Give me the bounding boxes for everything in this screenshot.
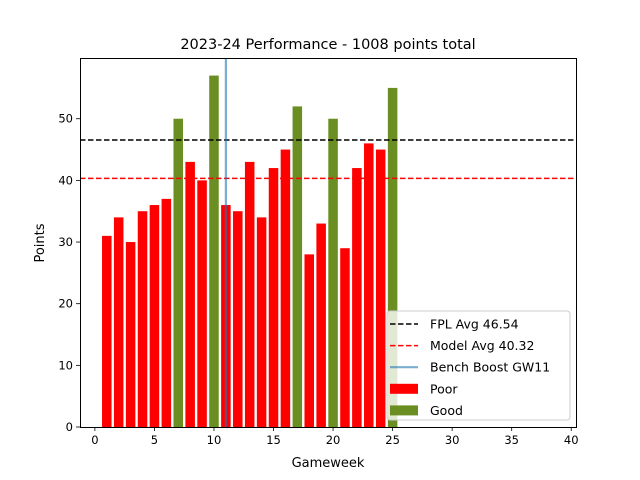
bar-poor-gw3 <box>125 242 136 427</box>
bar-poor-gw22 <box>352 168 362 428</box>
x-tick-label: 35 <box>504 433 519 447</box>
bar-poor-gw12 <box>233 211 243 427</box>
x-tick-label: 5 <box>151 433 158 447</box>
y-tick-label: 20 <box>58 297 73 311</box>
bar-poor-gw8 <box>185 161 195 428</box>
x-tick-label: 25 <box>385 433 400 447</box>
bar-good-gw7 <box>173 118 184 428</box>
legend: FPL Avg 46.54 Model Avg 40.32 Bench Boost … <box>386 310 571 421</box>
bar-poor-gw2 <box>113 217 124 427</box>
bar-poor-gw14 <box>256 217 267 427</box>
bar-good-gw25 <box>387 87 398 427</box>
chart-title: 2023-24 Performance - 1008 points total <box>180 37 475 53</box>
y-axis-ticks: 0 10 20 30 40 50 <box>58 112 80 434</box>
bar-poor-gw6 <box>161 198 172 427</box>
bar-poor-gw13 <box>244 161 255 428</box>
bar-poor-gw21 <box>340 248 350 427</box>
y-tick-label: 0 <box>66 420 73 434</box>
y-tick-label: 30 <box>58 235 73 249</box>
x-tick-label: 0 <box>91 433 98 447</box>
y-axis-label: Points <box>33 223 48 262</box>
bar-poor-gw9 <box>197 180 207 427</box>
bar-good-gw10 <box>209 75 219 428</box>
legend-label: Poor <box>430 381 458 396</box>
bar-poor-gw18 <box>304 254 315 427</box>
y-tick-label: 40 <box>58 173 73 187</box>
x-axis-label: Gameweek <box>292 456 365 471</box>
bar-poor-gw19 <box>316 223 326 427</box>
plot-area-frame <box>80 58 577 428</box>
legend-box <box>386 310 571 421</box>
bar-group <box>102 75 398 428</box>
y-tick-label: 10 <box>58 358 73 372</box>
y-tick-label: 50 <box>58 112 73 126</box>
legend-label: Bench Boost GW11 <box>430 360 550 375</box>
x-axis-ticks: 0 5 10 15 20 25 30 35 40 <box>91 427 579 447</box>
legend-label: FPL Avg 46.54 <box>430 317 519 332</box>
bar-poor-gw16 <box>280 149 291 427</box>
bar-poor-gw4 <box>137 211 148 427</box>
x-tick-label: 20 <box>326 433 341 447</box>
legend-marker <box>390 383 418 394</box>
legend-marker <box>390 405 418 416</box>
x-tick-label: 15 <box>266 433 281 447</box>
x-tick-label: 30 <box>445 433 460 447</box>
bar-poor-gw15 <box>268 168 279 428</box>
legend-label: Model Avg 40.32 <box>430 338 534 353</box>
bar-good-gw20 <box>328 118 338 428</box>
bar-poor-gw24 <box>375 149 386 427</box>
bar-good-gw17 <box>292 106 303 427</box>
bar-poor-gw23 <box>364 143 374 427</box>
bar-poor-gw5 <box>149 205 160 427</box>
legend-label: Good <box>430 403 463 418</box>
x-tick-label: 40 <box>564 433 579 447</box>
reference-line-group <box>80 58 576 427</box>
x-tick-label: 10 <box>207 433 222 447</box>
bar-poor-gw1 <box>102 235 112 427</box>
